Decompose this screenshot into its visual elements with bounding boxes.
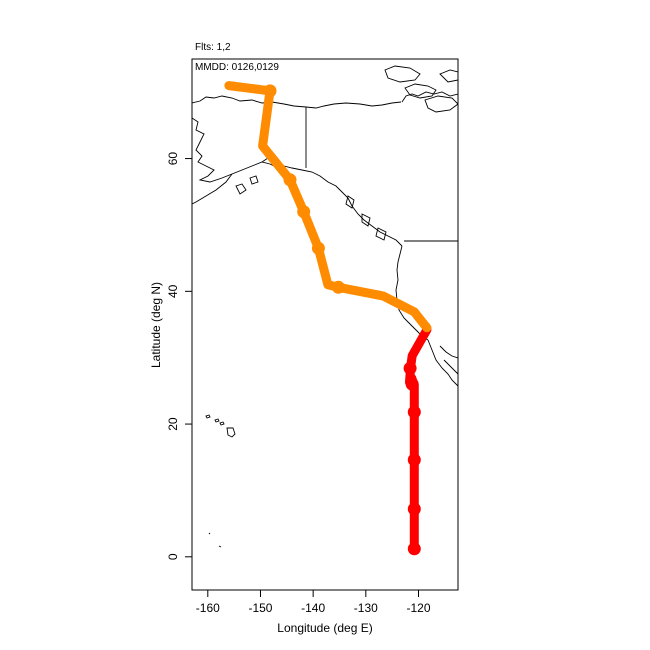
y-tick-label: 60: [166, 152, 180, 166]
flight-2-marker-3: [297, 205, 311, 219]
flight-2-marker-4: [283, 173, 297, 187]
pacific-dots: [208, 532, 222, 548]
flight-1-marker-6: [403, 361, 417, 375]
flight-2-marker-5: [263, 84, 277, 98]
flights-label: Flts: 1,2: [195, 42, 231, 53]
y-tick-label: 40: [166, 284, 180, 298]
flight-1-marker-2: [407, 502, 421, 516]
arctic-island-2: [404, 83, 437, 99]
alaska-north-coast: [192, 95, 402, 109]
alaska-west-coast: [192, 117, 279, 183]
flight-1-marker-4: [407, 405, 421, 419]
arctic-island-3: [424, 95, 458, 113]
x-tick-label: -160: [196, 601, 220, 615]
x-axis-title: Longitude (deg E): [277, 621, 372, 635]
x-axis: -160 -150 -140 -130 -120: [196, 589, 431, 615]
flight-2-marker-2: [311, 241, 325, 255]
flight-1-marker-3: [407, 453, 421, 467]
mexico-coast: [443, 359, 458, 375]
hudson-coast: [401, 91, 458, 103]
flight-2-track: [224, 81, 432, 333]
flight-2-marker-1: [331, 280, 345, 294]
bc-islands: [345, 195, 387, 241]
y-axis-title: Latitude (deg N): [149, 282, 163, 368]
flight-1-marker-1: [407, 542, 421, 556]
alaska-peninsula: [192, 173, 233, 205]
trajectory-tracks: [224, 81, 432, 556]
y-tick-label: 20: [166, 417, 180, 431]
flight-1-marker-5: [405, 377, 419, 391]
x-tick-label: -140: [301, 601, 325, 615]
gulf-of-california: [439, 345, 458, 359]
x-tick-label: -120: [406, 601, 430, 615]
arctic-island-1: [384, 65, 421, 83]
x-tick-label: -130: [354, 601, 378, 615]
coastlines: [192, 65, 458, 548]
baja-coast: [427, 339, 458, 387]
y-tick-label: 0: [166, 553, 180, 560]
mmdd-label: MMDD: 0126,0129: [195, 62, 279, 73]
hawaii-islands: [205, 414, 236, 438]
alaska-islands: [235, 175, 259, 195]
arctic-island-4: [439, 69, 458, 83]
x-tick-label: -150: [248, 601, 272, 615]
gulf-of-alaska-coast: [261, 157, 403, 247]
y-axis: 0 20 40 60: [166, 152, 193, 560]
